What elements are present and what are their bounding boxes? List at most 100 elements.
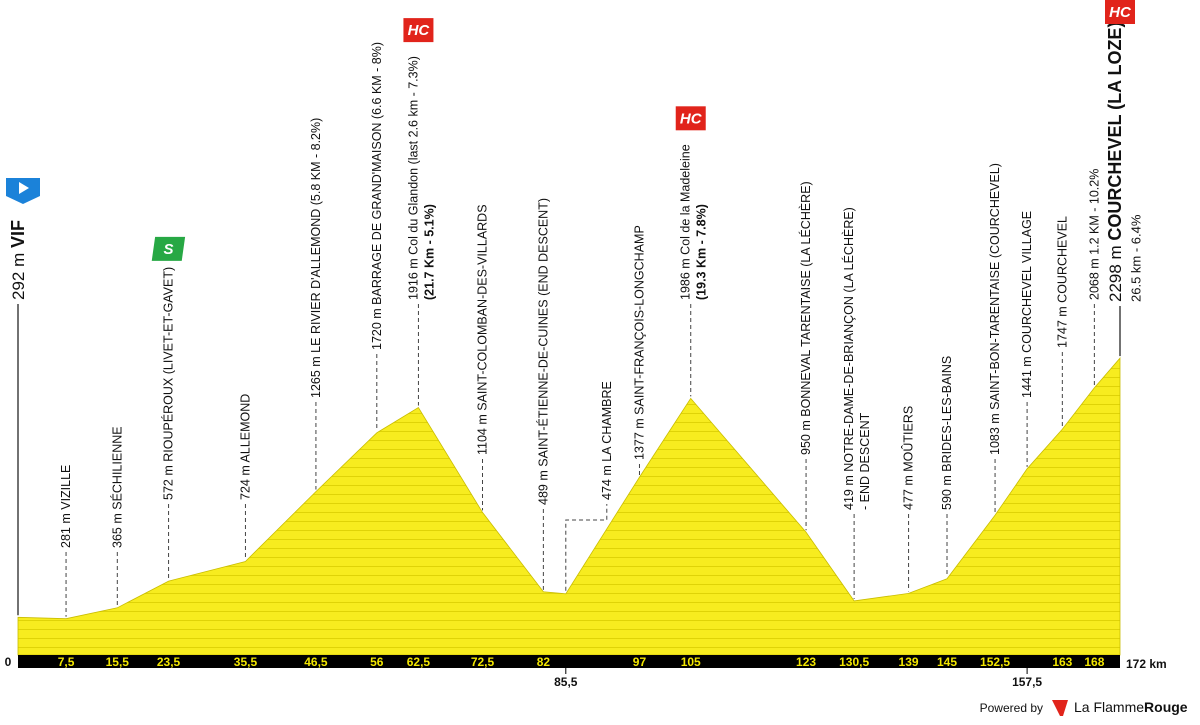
x-tick-label: 139 (899, 655, 919, 669)
waypoint-text: 477 m MOÛTIERS (901, 406, 916, 510)
waypoint-label: 1104 m SAINT-COLOMBAN-DES-VILLARDS (476, 204, 490, 455)
waypoint-text: 1986 m Col de la Madeleine (679, 144, 693, 300)
place-name: BONNEVAL TARENTAISE (LA LÉCHÈRE) (798, 181, 813, 416)
waypoint-label: 2298 m COURCHEVEL (LA LOZE) 26.5 km - 6.4… (1105, 22, 1144, 302)
x-tick-label: 46,5 (304, 655, 328, 669)
waypoint-text: 1441 m COURCHEVEL VILLAGE (1020, 211, 1034, 398)
brand-name: La Flamme (1074, 699, 1144, 715)
waypoint-label: 724 m ALLEMOND (238, 394, 252, 500)
place-name: MOÛTIERS (901, 406, 916, 472)
waypoint-label: 419 m NOTRE-DAME-DE-BRIANÇON (LA LÉCHÈRE… (841, 207, 872, 510)
waypoint-label: 1916 m Col du Glandon (last 2.6 km - 7.3… (406, 56, 436, 300)
hc-badge (1105, 0, 1135, 24)
waypoint-text: 1916 m Col du Glandon (last 2.6 km - 7.3… (406, 56, 420, 300)
waypoint-label: 1377 m SAINT-FRANÇOIS-LONGCHAMP (632, 225, 646, 460)
elevation-label: 489 m (536, 470, 550, 505)
waypoint-text: 1720 m BARRAGE DE GRAND'MAISON (6.6 KM -… (370, 42, 384, 350)
waypoint-text: 950 m BONNEVAL TARENTAISE (LA LÉCHÈRE) (798, 181, 813, 455)
place-name: COURCHEVEL (LA LOZE) (1105, 22, 1125, 241)
climb-detail: (19.3 Km - 7.8%) (695, 204, 709, 300)
brand-logo (1052, 700, 1068, 716)
x-tick-label: 105 (681, 655, 701, 669)
waypoint-label: 1747 m COURCHEVEL (1055, 216, 1069, 348)
elevation-label: 2068 m (1087, 258, 1101, 300)
powered-by: Powered by (980, 701, 1043, 715)
place-name: SAINT-BON-TARENTAISE (COURCHEVEL) (988, 163, 1002, 410)
place-name: LE RIVIER D'ALLEMOND (5.8 KM - 8.2%) (309, 118, 323, 353)
place-name: SAINT-FRANÇOIS-LONGCHAMP (632, 225, 646, 415)
place-name: BARRAGE DE GRAND'MAISON (6.6 KM - 8%) (370, 42, 384, 305)
place-name: Col du Glandon (last 2.6 km - 7.3%) (406, 56, 420, 255)
waypoint-label: 950 m BONNEVAL TARENTAISE (LA LÉCHÈRE) (798, 181, 813, 455)
waypoint-label: 590 m BRIDES-LES-BAINS (940, 356, 954, 510)
waypoint-label: 1986 m Col de la Madeleine (19.3 Km - 7.8… (679, 144, 709, 300)
waypoint-text: 281 m VIZILLE (59, 465, 73, 548)
elevation-label: 590 m (940, 475, 954, 510)
waypoint-text: 365 m SÉCHILIENNE (109, 426, 124, 548)
waypoint-text: 572 m RIOUPÉROUX (LIVET-ET-GAVET) (161, 267, 176, 500)
start-arrow (19, 182, 29, 194)
waypoint-text: 474 m LA CHAMBRE (600, 381, 614, 500)
place-name: RIOUPÉROUX (LIVET-ET-GAVET) (161, 267, 176, 462)
brand-name-bold: Rouge (1144, 699, 1188, 715)
waypoint-text: 1083 m SAINT-BON-TARENTAISE (COURCHEVEL) (988, 163, 1002, 455)
climb-detail: (21.7 Km - 5.1%) (422, 204, 436, 300)
elevation-label: 1083 m (988, 413, 1002, 455)
climb-detail: 26.5 km - 6.4% (1129, 214, 1144, 302)
x-tick-label: 152,5 (980, 655, 1010, 669)
elevation-label: 474 m (600, 465, 614, 500)
badge-text: HC (680, 110, 703, 127)
waypoint-text: 292 m VIF (8, 220, 28, 300)
waypoint-label: 1265 m LE RIVIER D'ALLEMOND (5.8 KM - 8.… (309, 118, 323, 398)
km-bar (18, 655, 1120, 668)
x-tick-label: 56 (370, 655, 384, 669)
place-name: VIZILLE (59, 465, 73, 510)
x-tick-label: 130,5 (839, 655, 869, 669)
waypoint-text: 2298 m COURCHEVEL (LA LOZE) (1105, 22, 1125, 302)
elevation-label: 1441 m (1020, 356, 1034, 398)
place-name: COURCHEVEL (1055, 216, 1069, 303)
waypoint-label: 1720 m BARRAGE DE GRAND'MAISON (6.6 KM -… (370, 42, 384, 350)
waypoint-text: 724 m ALLEMOND (238, 394, 252, 500)
waypoint-text: 1747 m COURCHEVEL (1055, 216, 1069, 348)
waypoint-label: 292 m VIF (8, 220, 28, 300)
place-name: SAINT-COLOMBAN-DES-VILLARDS (476, 204, 490, 410)
x-tick-label: 123 (796, 655, 816, 669)
elevation-label: 950 m (799, 420, 813, 455)
sprint-badge (151, 236, 186, 261)
x-tick-label: 157,5 (1012, 675, 1042, 689)
x-tick-label: 62,5 (407, 655, 431, 669)
waypoint-label: 1083 m SAINT-BON-TARENTAISE (COURCHEVEL) (988, 163, 1002, 455)
waypoint-text: 489 m SAINT-ÉTIENNE-DE-CUINES (END DESCE… (535, 198, 550, 505)
x-tick-label: 85,5 (554, 675, 578, 689)
waypoint-text: 419 m NOTRE-DAME-DE-BRIANÇON (LA LÉCHÈRE… (841, 207, 856, 510)
x-tick-label: 72,5 (471, 655, 495, 669)
x-tick-label: 7,5 (58, 655, 75, 669)
x-tick-label: 35,5 (234, 655, 258, 669)
x-tick-label: 23,5 (157, 655, 181, 669)
elevation-label: 1986 m (679, 258, 693, 300)
waypoint-label: 489 m SAINT-ÉTIENNE-DE-CUINES (END DESCE… (535, 198, 550, 505)
elevation-label: 1104 m (476, 414, 490, 455)
x-tick-label: 145 (937, 655, 957, 669)
waypoint-text: 1377 m SAINT-FRANÇOIS-LONGCHAMP (632, 225, 646, 460)
hc-badge (675, 106, 706, 131)
waypoint-label: 2068 m 1.2 KM - 10.2% (1087, 169, 1101, 300)
place-name: BRIDES-LES-BAINS (940, 356, 954, 472)
climb-detail: - END DESCENT (858, 412, 872, 510)
x-tick-label: 82 (537, 655, 551, 669)
place-name: SÉCHILIENNE (109, 426, 124, 509)
x-tick-label: 0 (5, 655, 12, 669)
place-name: 1.2 KM - 10.2% (1087, 169, 1101, 255)
place-name: NOTRE-DAME-DE-BRIANÇON (LA LÉCHÈRE) (841, 207, 856, 472)
elevation-label: 365 m (110, 513, 124, 548)
place-name: ALLEMOND (238, 394, 252, 463)
elevation-label: 1747 m (1055, 306, 1069, 348)
elevation-label: 1377 m (632, 418, 646, 460)
place-name: LA CHAMBRE (600, 381, 614, 462)
waypoint-text: 2068 m 1.2 KM - 10.2% (1087, 169, 1101, 300)
waypoint-text: 1104 m SAINT-COLOMBAN-DES-VILLARDS (476, 204, 490, 455)
place-name: VIF (8, 220, 28, 248)
elevation-label: 419 m (842, 475, 856, 510)
